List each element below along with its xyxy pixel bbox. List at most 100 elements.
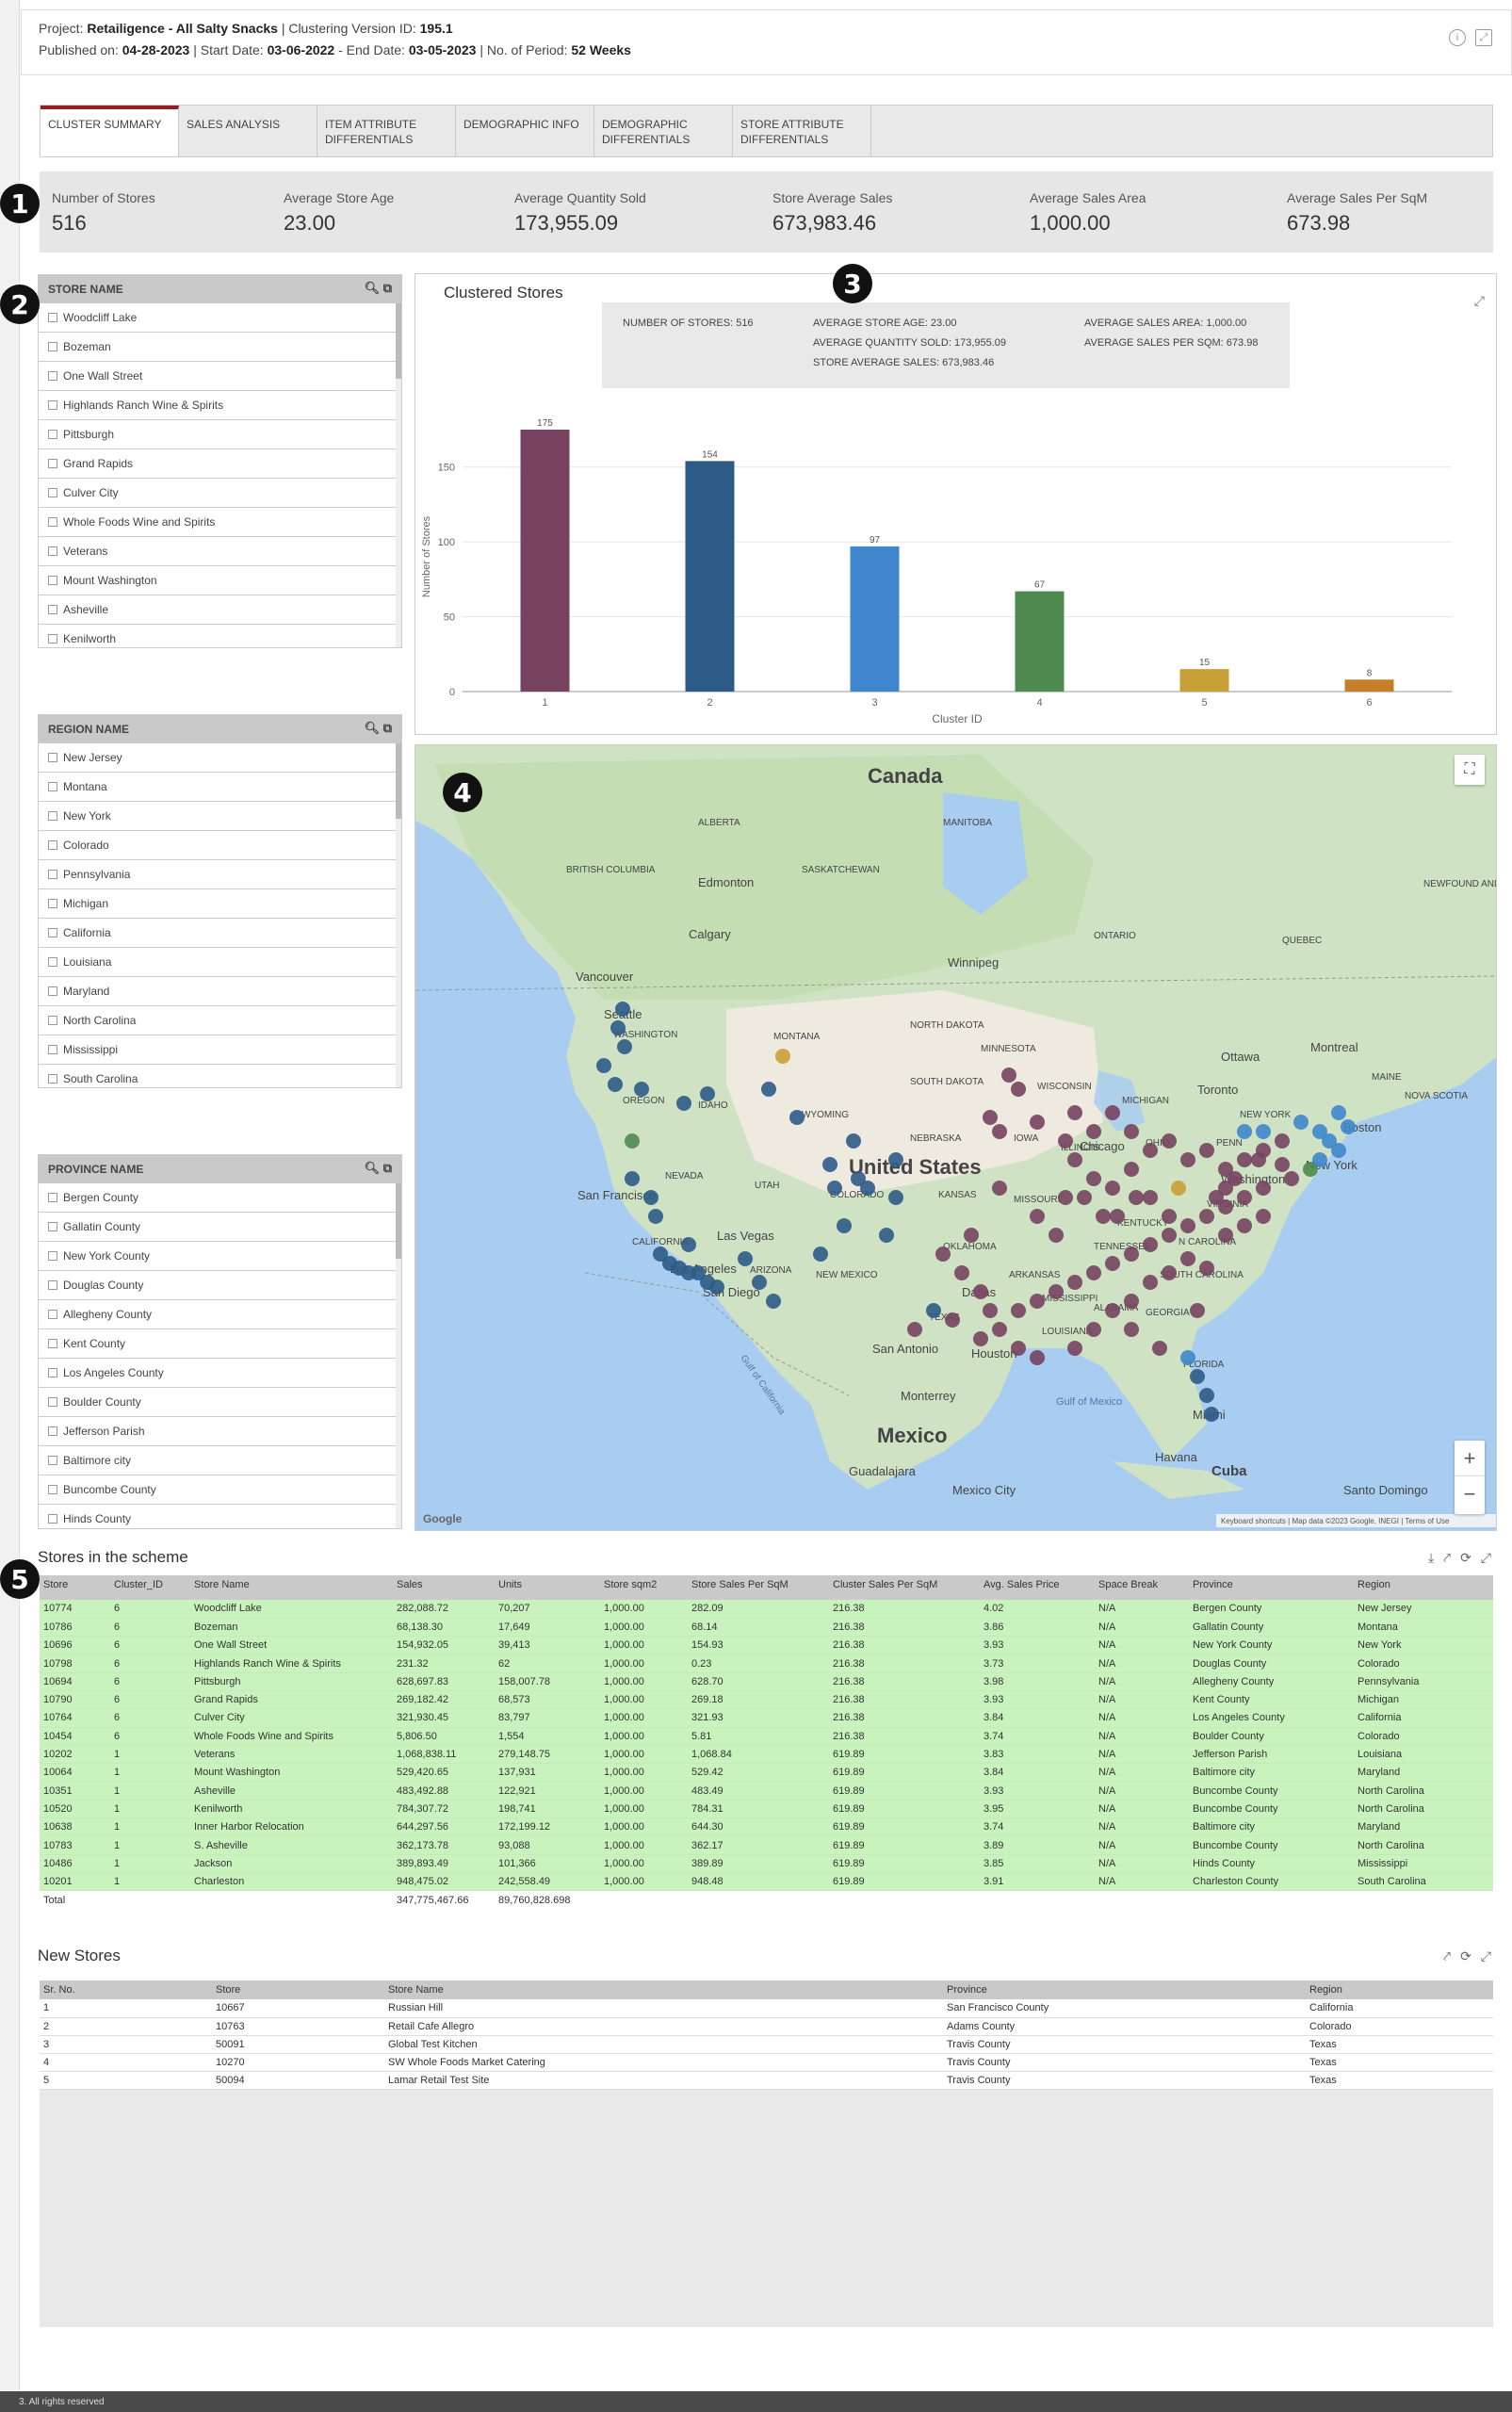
table-row[interactable]: 10454 6 Whole Foods Wine and Spirits 5,806.… (40, 1727, 1493, 1746)
province-name-option[interactable]: Allegheny County (39, 1300, 401, 1329)
region-name-option[interactable]: Colorado (39, 831, 401, 860)
region-name-option[interactable]: North Carolina (39, 1006, 401, 1035)
tab-item-attribute-differentials[interactable]: Item Attribute Differentials (317, 106, 456, 156)
store-marker[interactable] (1251, 1152, 1266, 1167)
province-name-option[interactable]: Bergen County (39, 1183, 401, 1213)
province-name-option[interactable]: Buncombe County (39, 1475, 401, 1505)
column-header[interactable]: Units (495, 1575, 600, 1600)
store-marker[interactable] (691, 1265, 706, 1280)
store-name-option[interactable]: One Wall Street (39, 362, 401, 391)
store-marker[interactable] (1275, 1133, 1290, 1149)
store-marker[interactable] (1030, 1294, 1045, 1309)
checkbox[interactable] (48, 1045, 57, 1054)
store-marker[interactable] (1237, 1190, 1252, 1205)
store-marker[interactable] (1237, 1124, 1252, 1139)
store-marker[interactable] (1162, 1228, 1177, 1243)
store-marker[interactable] (1143, 1190, 1158, 1205)
store-marker[interactable] (1077, 1190, 1092, 1205)
store-marker[interactable] (1209, 1190, 1224, 1205)
checkbox[interactable] (48, 957, 57, 967)
store-marker[interactable] (1067, 1105, 1082, 1120)
column-header[interactable]: Province (943, 1980, 1306, 1999)
store-marker[interactable] (1171, 1181, 1186, 1196)
store-marker[interactable] (1129, 1190, 1144, 1205)
store-marker[interactable] (992, 1181, 1007, 1196)
store-marker[interactable] (973, 1284, 988, 1299)
store-marker[interactable] (888, 1190, 903, 1205)
store-name-option[interactable]: Highlands Ranch Wine & Spirits (39, 391, 401, 420)
checkbox[interactable] (48, 459, 57, 468)
checkbox[interactable] (48, 430, 57, 439)
column-header[interactable]: Sales (393, 1575, 495, 1600)
table-row[interactable]: 2 10763 Retail Cafe Allegro Adams County Col… (40, 2017, 1493, 2036)
store-marker[interactable] (1001, 1067, 1016, 1083)
store-marker[interactable] (761, 1082, 776, 1097)
store-marker[interactable] (775, 1049, 790, 1064)
column-header[interactable]: Region (1354, 1575, 1493, 1600)
column-header[interactable]: Province (1189, 1575, 1354, 1600)
store-marker[interactable] (1303, 1162, 1318, 1177)
checkbox[interactable] (48, 342, 57, 351)
column-header[interactable]: Store sqm2 (600, 1575, 688, 1600)
store-marker[interactable] (879, 1228, 894, 1243)
region-name-option[interactable]: Montana (39, 773, 401, 802)
region-name-option[interactable]: New York (39, 802, 401, 831)
zoom-in-button[interactable]: + (1455, 1441, 1485, 1476)
table-row[interactable]: 10764 6 Culver City 321,930.45 83,797 1,000.0… (40, 1708, 1493, 1728)
store-marker[interactable] (1058, 1190, 1073, 1205)
store-marker[interactable] (1312, 1124, 1327, 1139)
store-marker[interactable] (1218, 1162, 1233, 1177)
province-name-option[interactable]: Baltimore city (39, 1446, 401, 1475)
column-header[interactable]: Store Name (384, 1980, 943, 1999)
store-marker[interactable] (1105, 1181, 1120, 1196)
store-marker[interactable] (837, 1218, 852, 1233)
store-marker[interactable] (888, 1152, 903, 1167)
checkbox[interactable] (48, 1339, 57, 1348)
region-name-option[interactable]: Maryland (39, 977, 401, 1006)
scrollbar[interactable] (396, 743, 401, 1087)
region-name-option[interactable]: South Carolina (39, 1065, 401, 1087)
store-marker[interactable] (1086, 1171, 1101, 1186)
store-name-option[interactable]: Veterans (39, 537, 401, 566)
store-marker[interactable] (907, 1322, 922, 1337)
store-marker[interactable] (846, 1133, 861, 1149)
checkbox[interactable] (48, 1397, 57, 1407)
column-header[interactable]: Store Sales Per SqM (688, 1575, 829, 1600)
store-marker[interactable] (617, 1039, 632, 1054)
store-marker[interactable] (935, 1247, 951, 1262)
checkbox[interactable] (48, 576, 57, 585)
store-marker[interactable] (1256, 1209, 1271, 1224)
store-marker[interactable] (1152, 1341, 1167, 1356)
table-row[interactable]: 10351 1 Asheville 483,492.88 122,921 1,000.00… (40, 1781, 1493, 1801)
column-header[interactable]: Sr. No. (40, 1980, 212, 1999)
column-header[interactable]: Region (1306, 1980, 1493, 1999)
table-row[interactable]: 1 10667 Russian Hill San Francisco County Ca… (40, 1999, 1493, 2018)
checkbox[interactable] (48, 1193, 57, 1202)
checkbox[interactable] (48, 1016, 57, 1025)
store-marker[interactable] (634, 1082, 649, 1097)
store-marker[interactable] (1011, 1303, 1026, 1318)
table-row[interactable]: 10694 6 Pittsburgh 628,697.83 158,007.78 1,00… (40, 1672, 1493, 1691)
store-marker[interactable] (1331, 1105, 1346, 1120)
popout-icon[interactable]: ⧉ (382, 1161, 392, 1175)
store-marker[interactable] (1124, 1322, 1139, 1337)
checkbox[interactable] (48, 1368, 57, 1377)
table-row[interactable]: 10064 1 Mount Washington 529,420.65 137,931 1… (40, 1763, 1493, 1783)
search-icon[interactable]: 🔍︎ (364, 281, 381, 295)
store-marker[interactable] (700, 1086, 715, 1101)
store-marker[interactable] (822, 1157, 837, 1172)
column-header[interactable]: Space Break (1095, 1575, 1189, 1600)
fullscreen-icon[interactable]: ⤢ (1480, 1550, 1491, 1565)
store-name-option[interactable]: Bozeman (39, 333, 401, 362)
store-marker[interactable] (709, 1279, 724, 1295)
store-marker[interactable] (945, 1312, 960, 1328)
refresh-icon[interactable]: ⟳ (1460, 1948, 1471, 1964)
store-marker[interactable] (1086, 1322, 1101, 1337)
table-row[interactable]: 5 50094 Lamar Retail Test Site Travis Count… (40, 2071, 1493, 2090)
store-marker[interactable] (1256, 1181, 1271, 1196)
table-row[interactable]: 10201 1 Charleston 948,475.02 242,558.49 1,00… (40, 1872, 1493, 1892)
table-row[interactable]: 10783 1 S. Asheville 362,173.78 93,088 1,000.… (40, 1835, 1493, 1855)
store-marker[interactable] (973, 1331, 988, 1346)
store-marker[interactable] (1199, 1209, 1214, 1224)
store-marker[interactable] (1030, 1209, 1045, 1224)
